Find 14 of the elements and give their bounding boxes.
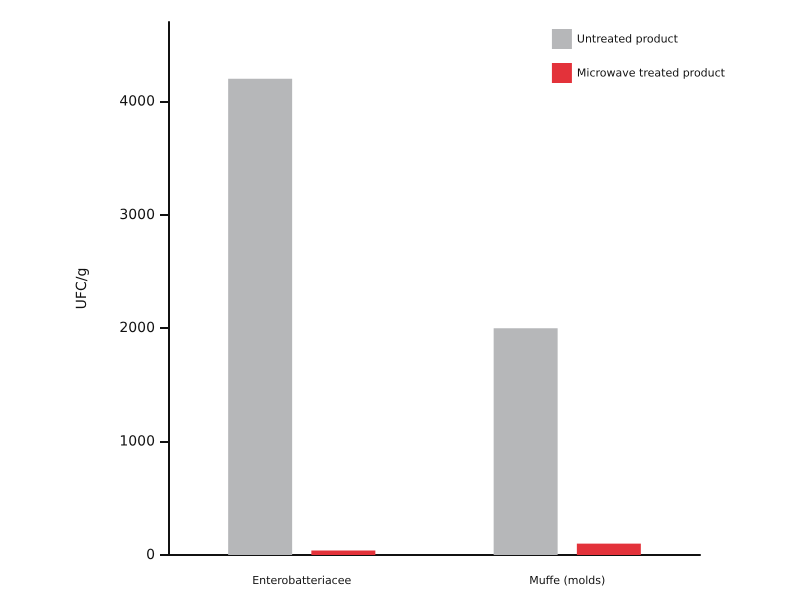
x-tick-label: Enterobatteriacee [252,574,352,587]
legend-label: Microwave treated product [576,66,726,80]
y-tick-label: 3000 [119,206,155,223]
bar [494,328,558,555]
y-axis-title: UFC/g [74,268,90,310]
bar [311,550,376,555]
bar [228,78,292,555]
x-tick-label: Muffe (molds) [529,574,606,587]
y-tick-label: 4000 [119,93,155,110]
y-tick-label: 0 [146,547,155,563]
y-tick-label: 2000 [119,320,155,336]
bar [576,544,641,555]
legend-label: Untreated product [576,32,679,46]
y-tick-label: 1000 [119,434,155,450]
